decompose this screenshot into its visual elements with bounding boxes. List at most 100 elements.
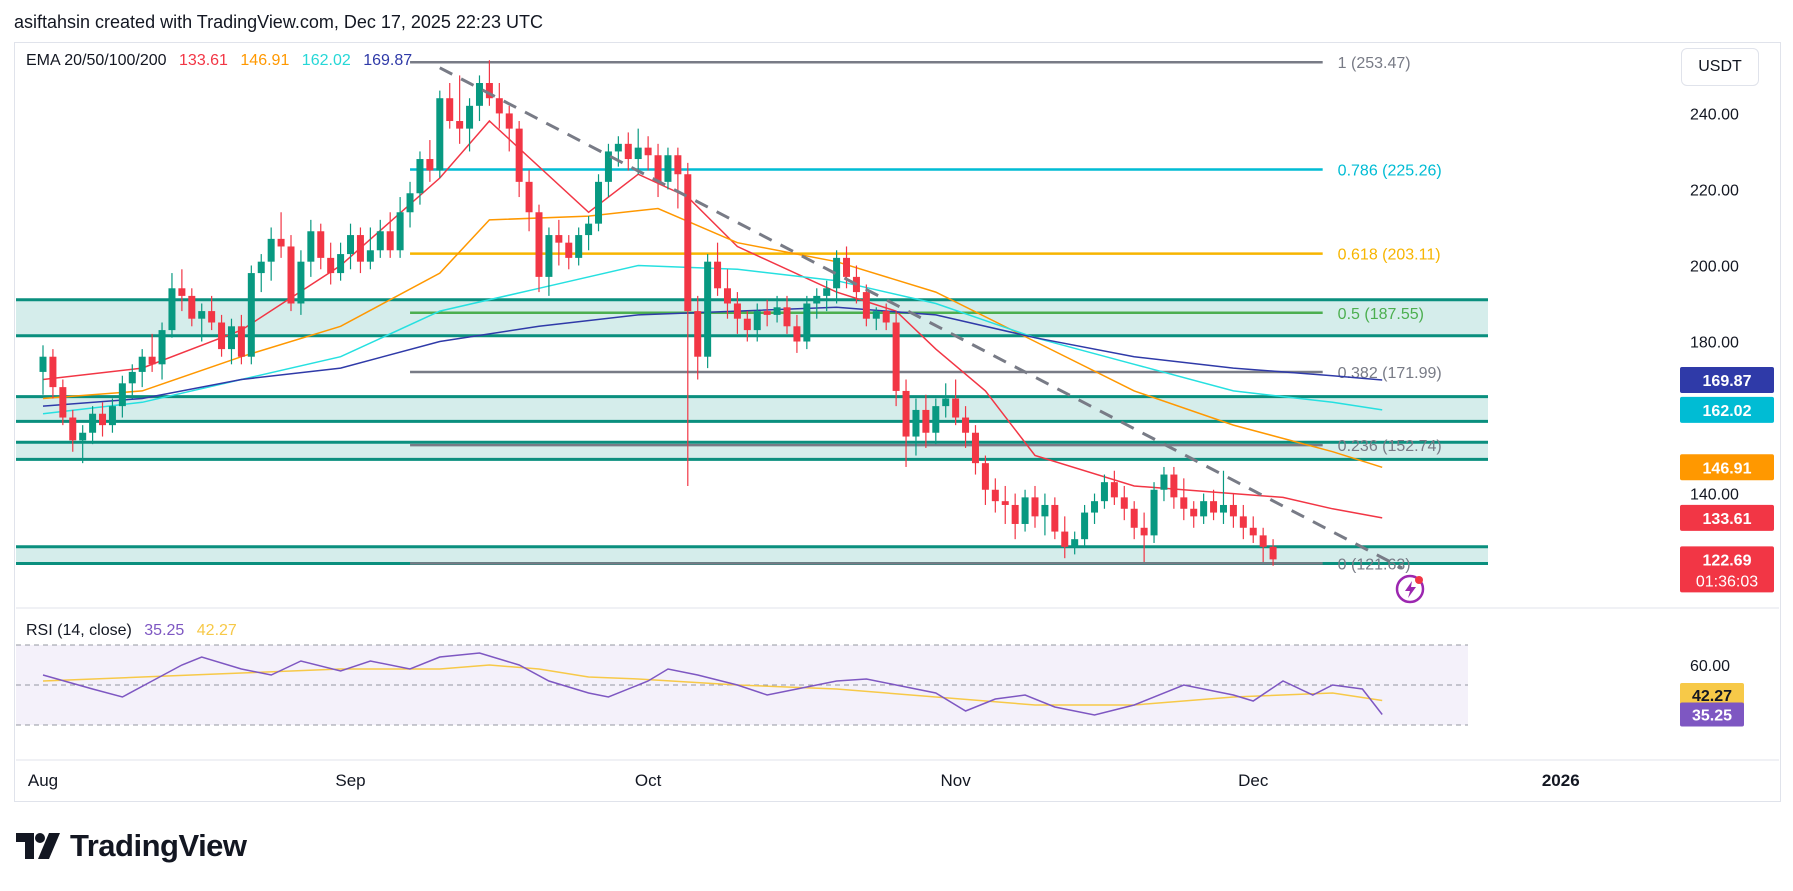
ema200-value: 169.87: [363, 52, 413, 69]
time-axis-label: 2026: [1542, 771, 1580, 790]
rsi-legend[interactable]: RSI (14, close) 35.25 42.27: [26, 622, 245, 640]
candle-body: [942, 398, 950, 407]
candle-body: [1259, 535, 1267, 547]
candle-body: [39, 356, 47, 372]
candle-body: [297, 261, 305, 304]
candle-body: [1190, 508, 1198, 517]
candle-body: [1170, 474, 1178, 498]
trendline: [439, 66, 1403, 570]
ema100-value: 162.02: [301, 52, 351, 69]
candle-body: [495, 98, 503, 114]
candle-body: [416, 159, 424, 194]
price-label-badge: [1680, 504, 1774, 531]
candle-body: [327, 257, 335, 274]
candle-body: [466, 105, 474, 129]
price-label-text: 162.02: [1703, 403, 1752, 420]
price-axis-tick: 200.00: [1690, 258, 1739, 275]
candle-body: [684, 174, 692, 312]
fib-level-label: 0.786 (225.26): [1338, 162, 1442, 179]
candle-body: [79, 432, 87, 441]
candle-body: [436, 98, 444, 171]
support-resistance-zone: [16, 299, 1488, 336]
candle-body: [188, 295, 196, 319]
candle-body: [793, 326, 801, 342]
candle-body: [208, 311, 216, 323]
support-resistance-zone: [16, 546, 1488, 564]
ema20-value: 133.61: [179, 52, 228, 69]
candle-body: [912, 409, 920, 437]
candle-body: [356, 235, 364, 262]
price-axis-tick: 240.00: [1690, 106, 1739, 123]
candle-body: [1210, 501, 1218, 513]
ema-legend[interactable]: EMA 20/50/100/200 133.61 146.91 162.02 1…: [26, 52, 420, 70]
candle-body: [505, 113, 513, 129]
candle-body: [1071, 539, 1079, 547]
price-axis-tick: 180.00: [1690, 335, 1739, 352]
candle-body: [862, 292, 870, 319]
support-resistance-zone: [16, 396, 1488, 422]
candle-body: [1200, 501, 1208, 517]
candle-body: [555, 235, 563, 243]
candle-body: [277, 238, 285, 247]
candle-body: [585, 223, 593, 236]
candle-body: [545, 235, 553, 277]
candle-body: [1061, 531, 1069, 547]
candle-body: [178, 288, 186, 296]
candle-body: [704, 261, 712, 357]
price-label-text: 133.61: [1703, 511, 1752, 528]
candle-body: [932, 406, 940, 433]
candle-body: [664, 155, 672, 182]
candle-body: [1249, 527, 1257, 536]
candle-body: [347, 235, 355, 255]
candle-body: [833, 257, 841, 289]
candle-body: [604, 151, 612, 182]
candle-body: [922, 409, 930, 433]
price-label-text: 146.91: [1703, 460, 1752, 477]
time-axis-label: Dec: [1238, 771, 1269, 790]
candle-body: [1081, 512, 1089, 540]
candle-body: [1011, 504, 1019, 524]
candle-body: [158, 330, 166, 365]
logo-text: TradingView: [70, 828, 247, 863]
fib-level-label: 1 (253.47): [1338, 55, 1411, 72]
candle-body: [128, 371, 136, 384]
time-axis-label: Nov: [941, 771, 972, 790]
price-label-badge: [1680, 454, 1774, 481]
candle-body: [49, 356, 57, 388]
tradingview-logo[interactable]: TradingView: [16, 828, 247, 864]
rsi-axis-tick: 60.00: [1690, 658, 1730, 675]
candle-body: [1110, 482, 1118, 498]
rsi-value-badge-text: 42.27: [1692, 688, 1732, 705]
candle-body: [723, 288, 731, 304]
chart-frame: [14, 42, 1781, 802]
lightning-bolt-shape: [1405, 581, 1416, 598]
candle-body: [882, 311, 890, 323]
candle-body: [674, 155, 682, 175]
candle-body: [991, 489, 999, 502]
time-axis-label: Oct: [635, 771, 662, 790]
fib-level-label: 0.236 (152.74): [1338, 438, 1442, 455]
candle-body: [1269, 546, 1277, 560]
rsi-legend-label: RSI (14, close): [26, 622, 132, 639]
candle-body: [1219, 504, 1227, 513]
candle-body: [535, 212, 543, 277]
candle-body: [981, 463, 989, 490]
candle-body: [575, 235, 583, 258]
price-label-text: 169.87: [1703, 373, 1752, 390]
candle-body: [456, 121, 464, 129]
alert-dot: [1415, 576, 1423, 584]
candle-body: [1130, 508, 1138, 528]
rsi-value-badge: [1680, 683, 1744, 707]
candle-body: [1100, 482, 1108, 502]
fib-level-label: 0.618 (203.11): [1338, 247, 1441, 264]
candle-body: [1160, 474, 1168, 490]
candle-body: [475, 83, 483, 106]
candle-body: [1041, 504, 1049, 517]
candle-body: [1021, 497, 1029, 524]
candle-body: [366, 250, 374, 262]
currency-unit-button[interactable]: USDT: [1681, 48, 1759, 86]
price-label-text: 122.69: [1703, 552, 1752, 569]
price-axis-tick: 220.00: [1690, 182, 1739, 199]
rsi-signal-line: [42, 664, 1383, 706]
